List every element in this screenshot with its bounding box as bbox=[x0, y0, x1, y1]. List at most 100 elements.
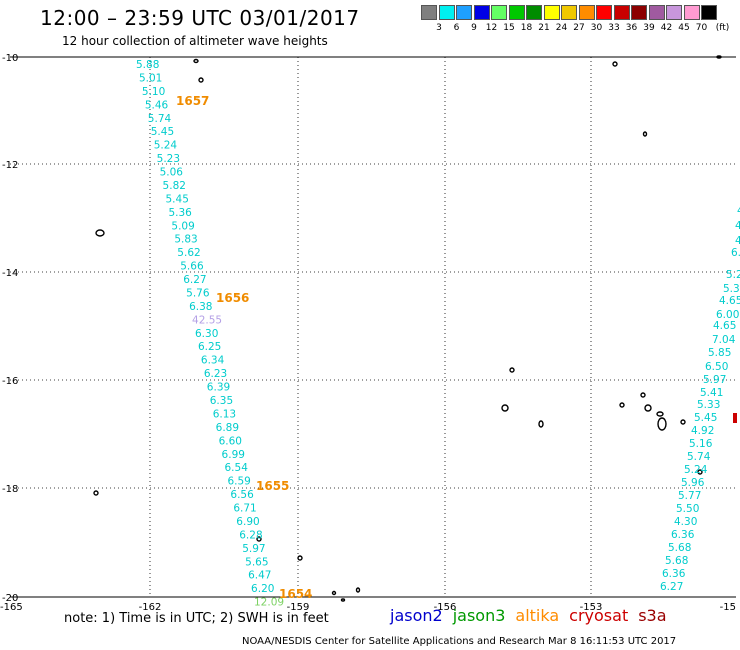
time-label: 1657 bbox=[176, 94, 209, 108]
lat-label: -14 bbox=[2, 268, 18, 279]
colorbar-swatch bbox=[491, 5, 507, 20]
island-outline bbox=[644, 404, 652, 412]
wave-height-value: 5.77 bbox=[678, 490, 701, 502]
colorbar-swatch bbox=[596, 5, 612, 20]
wave-height-value: 6.38 bbox=[189, 301, 212, 313]
wave-height-value: 5.01 bbox=[139, 72, 162, 84]
colorbar-label: 24 bbox=[555, 23, 568, 33]
colorbar-label: 33 bbox=[608, 23, 620, 33]
island-outline bbox=[95, 229, 105, 237]
wave-height-value: 5.24 bbox=[684, 464, 708, 476]
wave-height-value: 5.66 bbox=[180, 261, 204, 273]
wave-height-value: 6.27 bbox=[660, 581, 683, 593]
island-outline bbox=[193, 58, 199, 64]
time-label: 1655 bbox=[256, 479, 289, 493]
wave-height-value: 6.39 bbox=[207, 382, 230, 394]
footer-credit: NOAA/NESDIS Center for Satellite Applica… bbox=[242, 636, 677, 647]
wave-height-value: 6.60 bbox=[219, 435, 242, 447]
wave-height-value: 6.59 bbox=[227, 476, 250, 488]
colorbar-swatch bbox=[648, 5, 665, 20]
island-outline bbox=[716, 55, 722, 59]
wave-height-value: 5.88 bbox=[136, 59, 159, 71]
wave-height-value: 5.24 bbox=[154, 140, 178, 152]
wave-height-value: 5.45 bbox=[694, 412, 717, 424]
wave-height-value: 5.97 bbox=[703, 374, 726, 386]
wave-height-value: 42.55 bbox=[192, 314, 222, 326]
wave-height-value: 6.30 bbox=[195, 328, 218, 340]
island-outline bbox=[642, 131, 648, 137]
island-outline bbox=[656, 411, 664, 417]
wave-height-value: 5.83 bbox=[174, 234, 197, 246]
lat-label: -10 bbox=[2, 53, 18, 64]
colorbar-unit: (ft) bbox=[715, 23, 730, 33]
legend-altika: altika bbox=[515, 606, 560, 625]
wave-height-value: 5.33 bbox=[697, 399, 720, 411]
island-outline bbox=[93, 490, 99, 496]
footer-note: note: 1) Time is in UTC; 2) SWH is in fe… bbox=[64, 611, 329, 626]
map-subtitle: 12 hour collection of altimeter wave hei… bbox=[62, 34, 328, 48]
wave-height-value: 6.00 bbox=[716, 309, 739, 321]
island-outline bbox=[256, 536, 262, 542]
wave-height-value: 6.56 bbox=[230, 489, 254, 501]
wave-height-value: 6.28 bbox=[239, 529, 262, 541]
island-outline bbox=[297, 555, 303, 561]
legend-cryosat: cryosat bbox=[569, 606, 629, 625]
wave-height-value: 6.36 bbox=[662, 568, 686, 580]
wave-height-value: 5.74 bbox=[687, 451, 711, 463]
colorbar-label: 18 bbox=[520, 23, 533, 33]
colorbar-label: 70 bbox=[695, 23, 708, 33]
colorbar-swatch bbox=[683, 5, 700, 20]
island-outline bbox=[198, 77, 204, 83]
island-outline bbox=[355, 587, 361, 593]
legend-jason2: jason2 bbox=[390, 606, 443, 625]
wave-height-value: 5.68 bbox=[665, 555, 688, 567]
time-label: 1656 bbox=[216, 291, 249, 305]
wave-height-value: 6.50 bbox=[705, 361, 728, 373]
colorbar-swatch bbox=[701, 5, 717, 20]
lat-label: -16 bbox=[2, 376, 18, 387]
wave-height-value: 6.34 bbox=[201, 355, 225, 367]
wave-height-value: 5.09 bbox=[171, 220, 194, 232]
colorbar-label: 42 bbox=[660, 23, 673, 33]
wave-height-value: 5.62 bbox=[177, 247, 200, 259]
wave-height-value: 5.16 bbox=[689, 438, 713, 450]
island-outline bbox=[538, 420, 544, 428]
right-satellite-track: 4446.5.25.34.656.004.657.045.856.505.975… bbox=[660, 205, 740, 593]
wave-height-value: 6.35 bbox=[210, 395, 233, 407]
lon-label: -15 bbox=[720, 602, 736, 613]
wave-height-value: 5.68 bbox=[668, 542, 691, 554]
wave-height-value: 6.89 bbox=[216, 422, 239, 434]
colorbar-label: 36 bbox=[625, 23, 638, 33]
lon-label: -165 bbox=[0, 602, 23, 613]
wave-height-value: 5.65 bbox=[245, 556, 268, 568]
lat-label: -12 bbox=[2, 160, 18, 171]
wave-height-value: 5.76 bbox=[186, 287, 210, 299]
wave-height-value: 5.41 bbox=[700, 387, 723, 399]
wave-height-value: 6.47 bbox=[248, 570, 271, 582]
island-outline bbox=[331, 590, 337, 596]
island-outline bbox=[612, 61, 618, 67]
wave-height-value: 6.90 bbox=[236, 516, 259, 528]
colorbar-swatch bbox=[456, 5, 472, 20]
map-grid bbox=[10, 56, 736, 598]
colorbar-swatch bbox=[438, 5, 455, 20]
wave-height-value: 5.82 bbox=[163, 180, 186, 192]
wave-height-value: 5.06 bbox=[160, 167, 184, 179]
wave-height-value: 6.20 bbox=[251, 583, 274, 595]
colorbar-swatch bbox=[561, 5, 577, 20]
wave-height-value: 5.3 bbox=[723, 283, 740, 295]
wave-height-value: 5.50 bbox=[676, 503, 699, 515]
wave-height-value: 6.36 bbox=[671, 529, 695, 541]
wave-height-value: 4 bbox=[735, 220, 740, 232]
wave-height-value: 5.97 bbox=[242, 543, 265, 555]
wave-height-value: 6.25 bbox=[198, 341, 221, 353]
island-outline bbox=[640, 392, 646, 398]
wave-height-value: 4.65 bbox=[713, 320, 736, 332]
colorbar-swatch bbox=[508, 5, 525, 20]
colorbar-swatch bbox=[526, 5, 542, 20]
colorbar-swatch bbox=[578, 5, 595, 20]
wave-height-value: 6.23 bbox=[204, 368, 227, 380]
colorbar-label: 21 bbox=[538, 23, 550, 33]
lon-label: -159 bbox=[287, 602, 310, 613]
